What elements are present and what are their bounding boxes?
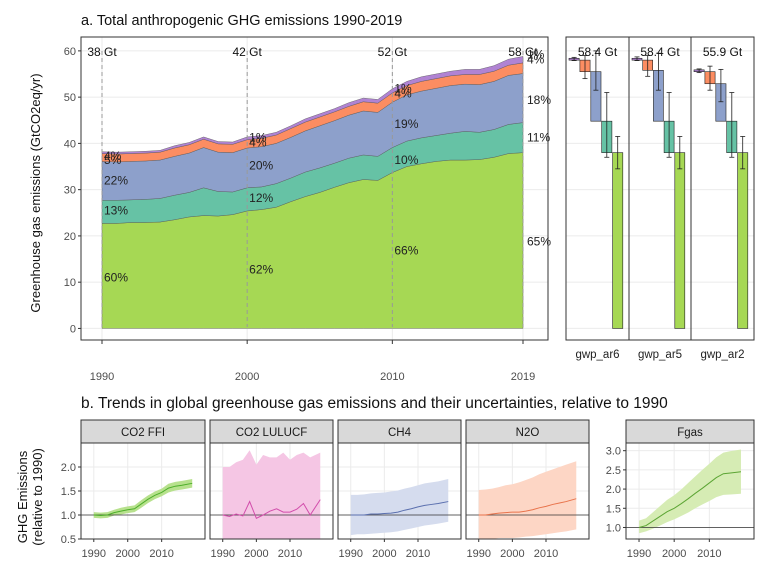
plot-border [80, 36, 549, 341]
share-label: 5% [104, 153, 122, 167]
waterfall-panel-label: gwp_ar2 [700, 349, 744, 361]
total-label: 58 Gt [508, 45, 538, 59]
x-tick-label: 2000 [235, 371, 259, 383]
facet-x-tick-label: 2010 [149, 548, 173, 560]
facet-y-tick-label: 2.0 [61, 462, 76, 474]
facet-x-tick-label: 1990 [338, 548, 362, 560]
trend-line [350, 501, 449, 516]
share-label: 4% [394, 86, 412, 100]
share-label: 4% [249, 135, 267, 149]
x-tick-label: 2010 [380, 371, 404, 383]
facet-strip-label: CO2 FFI [121, 427, 165, 439]
facet-x-tick-label: 2000 [500, 548, 524, 560]
waterfall-total-label: 58.4 Gt [578, 45, 618, 59]
facet-x-tick-label: 2000 [244, 548, 268, 560]
share-label: 18% [527, 93, 551, 107]
y-tick-label: 30 [64, 185, 76, 197]
facet-strip-label: CO2 LULUCF [236, 427, 308, 439]
share-label: 19% [394, 117, 418, 131]
facet-x-tick-label: 2000 [372, 548, 396, 560]
trend-line [638, 471, 742, 528]
waterfall-total-label: 55.9 Gt [703, 45, 743, 59]
share-label: 60% [104, 271, 128, 285]
share-label: 4% [527, 53, 545, 67]
facet-x-tick-label: 1990 [627, 548, 651, 560]
share-label: 20% [249, 159, 273, 173]
facet-x-tick-label: 2000 [115, 548, 139, 560]
uncertainty-band [222, 450, 321, 539]
share-label: 4% [104, 149, 122, 163]
y-tick-label: 0 [70, 323, 76, 335]
x-tick-label: 1990 [90, 371, 114, 383]
facet-x-tick-label: 2010 [406, 548, 430, 560]
facet-y-tick-label: 1.5 [61, 486, 76, 498]
facet-strip-label: CH4 [388, 427, 412, 439]
share-label: 1% [394, 81, 412, 95]
share-label: 22% [104, 173, 128, 187]
share-label: 10% [394, 153, 418, 167]
facet-y-tick-label: 2.5 [606, 465, 621, 477]
panel-b-ylabel: GHG Emissions (relative to 1990) [15, 448, 45, 546]
facet-x-tick-label: 1990 [466, 548, 490, 560]
facet-y-tick-label: 0.5 [61, 534, 76, 546]
facet-x-tick-label: 2010 [697, 548, 721, 560]
waterfall-panel-label: gwp_ar5 [638, 349, 682, 361]
panel-b-ylabel-line1: GHG Emissions [15, 450, 30, 543]
facet-x-tick-label: 2010 [278, 548, 302, 560]
x-tick-label: 2019 [511, 371, 535, 383]
share-label: 1% [527, 48, 545, 62]
share-label: 65% [527, 234, 551, 248]
facet-y-tick-label: 1.5 [606, 503, 621, 515]
y-tick-label: 40 [64, 138, 76, 150]
facet-y-tick-label: 3.0 [606, 446, 621, 458]
waterfall-total-label: 58.4 Gt [640, 45, 680, 59]
facet-strip [80, 419, 206, 444]
y-tick-label: 20 [64, 231, 76, 243]
share-label: 11% [527, 130, 550, 144]
share-label: 12% [249, 191, 273, 205]
facet-strip-label: Fgas [677, 427, 703, 439]
facet-x-tick-label: 1990 [210, 548, 234, 560]
trend-line [93, 482, 193, 516]
facet-x-tick-label: 2000 [662, 548, 686, 560]
total-label: 52 Gt [378, 45, 408, 59]
uncertainty-band [478, 461, 577, 539]
share-label: 1% [249, 130, 267, 144]
facet-strip-label: N2O [516, 427, 540, 439]
total-label: 42 Gt [232, 45, 262, 59]
y-tick-label: 60 [64, 46, 76, 58]
facet-strip [337, 419, 462, 444]
facet-strip [465, 419, 590, 444]
facet-y-tick-label: 2.0 [606, 484, 621, 496]
waterfall-panel-border [690, 36, 755, 341]
facet-x-tick-label: 1990 [82, 548, 106, 560]
panel-a-title: a. Total anthropogenic GHG emissions 199… [81, 13, 402, 29]
share-label: 62% [249, 263, 273, 277]
uncertainty-band [639, 449, 741, 534]
uncertainty-band [350, 479, 449, 536]
trend-line [222, 499, 321, 520]
facet-x-tick-label: 2010 [534, 548, 558, 560]
panel-a-ylabel: Greenhouse gas emissions (GtCO2eq/yr) [28, 73, 43, 312]
share-label: 66% [394, 244, 418, 258]
facet-y-tick-label: 1.0 [606, 522, 621, 534]
panel-b-facets: CO2 FFI 1990 2000 2010 0.5 1.0 1.5 2.0 CO2 LULUC… [61, 419, 755, 560]
facet-y-tick-label: 1.0 [61, 510, 76, 522]
facet-strip [625, 419, 755, 444]
panel-a-stacked-area: 0 10 20 30 40 50 60 38 Gt 42 Gt 52 Gt 58 Gt 13% 22% 4… [64, 36, 551, 383]
waterfall-panel-label: gwp_ar6 [575, 349, 619, 361]
waterfall-bar-co2ffi [737, 152, 749, 329]
y-tick-label: 10 [64, 277, 76, 289]
panel-b-ylabel-line2: (relative to 1990) [30, 448, 45, 546]
share-label: 13% [104, 203, 128, 217]
facet-strip [209, 419, 334, 444]
waterfall-bar-co2ffi [674, 152, 686, 329]
y-tick-label: 50 [64, 92, 76, 104]
trend-line [478, 498, 577, 516]
panel-a-waterfall: 58.4 Gt gwp_ar6 58.4 Gt gwp_ar5 55.9 Gt gwp_a… [565, 36, 755, 361]
total-label: 38 Gt [87, 45, 117, 59]
panel-b-title: b. Trends in global greenhouse gas emiss… [81, 395, 668, 412]
waterfall-bar-co2ffi [612, 152, 624, 329]
